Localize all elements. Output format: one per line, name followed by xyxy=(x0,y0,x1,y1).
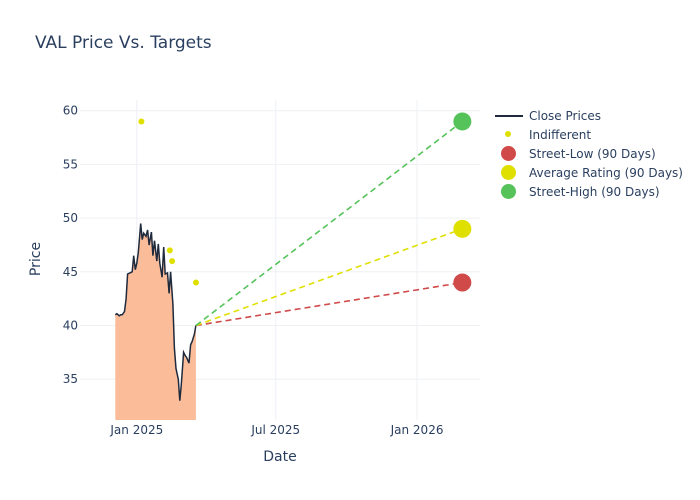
legend-item-indifferent[interactable]: Indifferent xyxy=(494,125,683,144)
y-tick-label: 60 xyxy=(63,104,78,118)
x-tick-labels: Jan 2025 Jul 2025 Jan 2026 xyxy=(109,423,443,437)
indifferent-marker xyxy=(166,247,173,254)
y-tick-label: 55 xyxy=(63,157,78,171)
y-axis-label: Price xyxy=(28,242,44,276)
chart-title: VAL Price Vs. Targets xyxy=(35,33,212,53)
x-tick-label: Jan 2026 xyxy=(390,423,444,437)
legend-label: Street-High (90 Days) xyxy=(529,184,660,199)
target-marker xyxy=(453,273,472,292)
legend: Close Prices Indifferent Street-Low (90 … xyxy=(494,106,683,201)
x-tick-label: Jan 2025 xyxy=(109,423,163,437)
plot-area xyxy=(114,112,472,420)
legend-marker-swatch xyxy=(494,163,524,182)
target-line xyxy=(195,228,463,327)
target-line xyxy=(195,120,463,327)
legend-line-swatch xyxy=(494,106,524,125)
legend-dot-swatch xyxy=(494,125,524,144)
y-tick-label: 40 xyxy=(63,319,78,333)
legend-item-close-prices[interactable]: Close Prices xyxy=(494,106,683,125)
y-tick-label: 45 xyxy=(63,265,78,279)
legend-marker-swatch xyxy=(494,182,524,201)
legend-item-average-rating[interactable]: Average Rating (90 Days) xyxy=(494,163,683,182)
target-marker xyxy=(453,112,472,131)
close-price-line xyxy=(114,223,197,401)
indifferent-marker xyxy=(192,279,199,286)
legend-label: Indifferent xyxy=(529,127,592,142)
x-axis-label: Date xyxy=(263,449,296,465)
x-tick-label: Jul 2025 xyxy=(250,423,300,437)
y-tick-label: 35 xyxy=(63,372,78,386)
legend-label: Close Prices xyxy=(529,108,602,123)
legend-label: Average Rating (90 Days) xyxy=(529,165,683,180)
y-tick-label: 50 xyxy=(63,211,78,225)
legend-marker-swatch xyxy=(494,144,524,163)
target-marker xyxy=(453,219,472,238)
y-tick-labels: 35 40 45 50 55 60 xyxy=(63,104,78,386)
indifferent-marker xyxy=(169,258,176,265)
legend-item-street-low[interactable]: Street-Low (90 Days) xyxy=(494,144,683,163)
legend-item-street-high[interactable]: Street-High (90 Days) xyxy=(494,182,683,201)
legend-label: Street-Low (90 Days) xyxy=(529,146,656,161)
target-line xyxy=(195,281,463,327)
indifferent-marker xyxy=(138,118,145,125)
